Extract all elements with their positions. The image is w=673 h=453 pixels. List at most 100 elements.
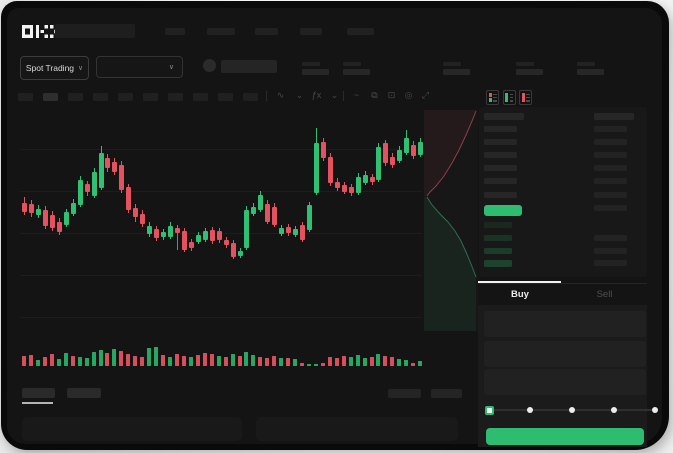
candle-body (223, 240, 229, 245)
ticker-stat-3-value (443, 69, 470, 75)
candle-body (49, 215, 55, 228)
tab-sell[interactable]: Sell (562, 284, 647, 304)
timeframe-button-6[interactable] (143, 92, 158, 101)
candle-type-icon[interactable]: ∿ (276, 90, 285, 100)
line-tool-icon[interactable]: ~ (353, 90, 360, 100)
candle-body (98, 153, 104, 188)
candle-body (112, 162, 118, 172)
ticker-stat-1-label (302, 61, 320, 66)
orderbook-bids-icon[interactable] (502, 90, 516, 105)
candle-body (70, 203, 76, 214)
bid-price-row-1[interactable] (484, 221, 512, 228)
volume-bar (42, 357, 47, 366)
orderbook-asks-icon[interactable] (519, 90, 532, 105)
ticker-stat-5-label (577, 61, 595, 66)
indicators-chevron-icon[interactable]: ⌄ (330, 90, 339, 100)
bid-price-row-4[interactable] (484, 260, 512, 267)
timeframe-button-2[interactable] (43, 92, 58, 101)
volume-bar (272, 356, 277, 366)
nav-item-4[interactable] (300, 28, 322, 35)
volume-bar (35, 360, 40, 366)
nav-item-2[interactable] (207, 28, 235, 35)
timeframe-button-3[interactable] (68, 92, 83, 101)
timeframe-button-8[interactable] (193, 92, 208, 101)
pair-selector-dropdown[interactable]: ∨ (96, 56, 183, 78)
fullscreen-icon[interactable]: ⤢ (421, 90, 430, 100)
volume-bar (56, 359, 61, 366)
bottom-tab-active-indicator (22, 402, 53, 404)
tab-buy[interactable]: Buy (478, 284, 562, 304)
timeframe-button-10[interactable] (243, 92, 258, 101)
ask-amount-row-4 (594, 165, 627, 171)
orderbook-both-icon[interactable] (486, 90, 499, 105)
candle-body (306, 205, 312, 230)
order-input-1[interactable] (484, 311, 646, 337)
ticker-stat-2-label (343, 61, 361, 66)
volume-bar (397, 359, 402, 366)
ask-price-row-5[interactable] (484, 178, 517, 184)
orderbook-col-header-price (484, 113, 524, 120)
bid-amount-row-1 (594, 234, 627, 241)
amount-slider-handle[interactable] (484, 405, 494, 415)
volume-bar (126, 354, 131, 366)
last-price-button[interactable] (484, 205, 522, 216)
candle-body (320, 142, 326, 158)
volume-bar (251, 355, 256, 366)
candle-body (397, 150, 403, 161)
candle-body (216, 231, 222, 240)
nav-item-5[interactable] (347, 28, 374, 35)
order-input-2[interactable] (484, 341, 646, 367)
volume-bar (411, 363, 416, 366)
bottom-action-2[interactable] (431, 389, 462, 398)
ask-price-row-1[interactable] (484, 125, 517, 132)
pair-title-placeholder[interactable] (221, 59, 277, 73)
ticker-stat-4-label (516, 61, 534, 66)
ask-price-row-2[interactable] (484, 138, 517, 145)
order-input-3[interactable] (484, 369, 646, 395)
toolbar-divider (266, 91, 267, 101)
timeframe-button-5[interactable] (118, 92, 133, 101)
candle-body (161, 232, 166, 237)
timeframe-button-7[interactable] (168, 92, 183, 101)
candle-body (286, 227, 292, 233)
amount-slider-stop-3[interactable] (569, 407, 575, 413)
timeframe-button-4[interactable] (93, 92, 108, 101)
amount-slider-stop-5[interactable] (652, 407, 658, 413)
volume-bar (320, 363, 325, 366)
nav-item-3[interactable] (255, 28, 278, 35)
indicators-icon[interactable]: ƒx (311, 90, 322, 100)
candle-type-chevron-icon[interactable]: ⌄ (295, 90, 304, 100)
candle-body (362, 175, 368, 183)
ask-price-row-3[interactable] (484, 151, 517, 158)
screenshot-icon[interactable]: ⊡ (387, 90, 396, 100)
bottom-tab-2[interactable] (67, 388, 101, 398)
nav-item-1[interactable] (165, 28, 185, 35)
candle-body (84, 184, 90, 192)
timeframe-button-9[interactable] (218, 92, 233, 101)
candle-body (383, 143, 389, 163)
candle-body (140, 214, 146, 224)
bid-price-row-2[interactable] (484, 234, 512, 241)
settings-icon[interactable]: ◎ (404, 90, 413, 100)
market-selector-button[interactable]: Spot Trading ∨ (20, 56, 89, 80)
volume-bar (49, 354, 54, 366)
volume-bar (313, 364, 318, 366)
logo-text-placeholder (55, 24, 135, 38)
timeframe-button-1[interactable] (18, 92, 33, 101)
ticker-stat-5-value (577, 69, 604, 75)
amount-slider-stop-2[interactable] (527, 407, 533, 413)
volume-bar (188, 357, 193, 366)
ask-price-row-6[interactable] (484, 191, 517, 198)
bottom-action-1[interactable] (388, 389, 421, 398)
ask-amount-row-3 (594, 151, 627, 158)
bottom-tab-1[interactable] (22, 388, 55, 398)
amount-slider-stop-4[interactable] (611, 407, 617, 413)
ask-price-row-4[interactable] (484, 165, 517, 171)
volume-bar (279, 358, 284, 366)
bid-price-row-3[interactable] (484, 247, 512, 254)
tab-divider (478, 282, 647, 284)
ticker-stat-4-value (516, 69, 543, 75)
confirm-order-button[interactable] (486, 428, 644, 445)
volume-bar (237, 356, 242, 366)
draw-tool-icon[interactable]: ⧉ (371, 90, 378, 100)
